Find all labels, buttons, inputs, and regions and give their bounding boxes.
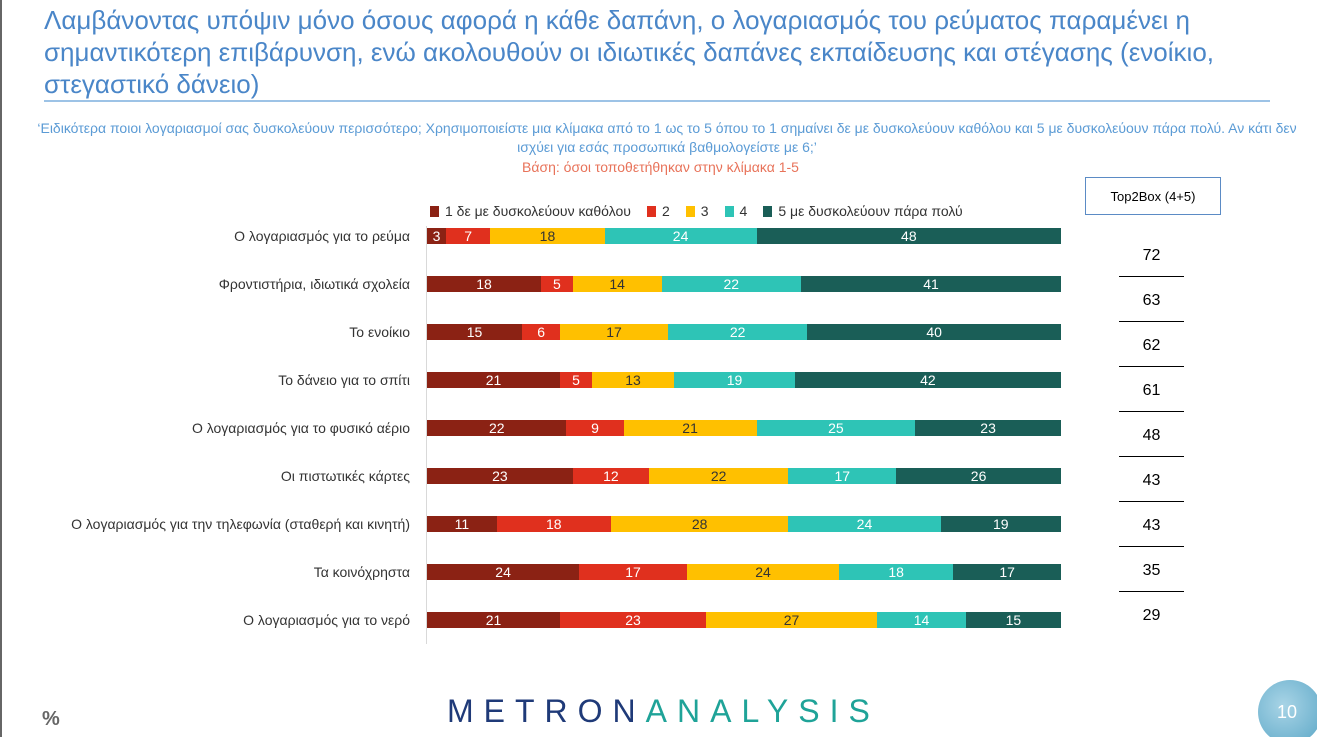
bar-segment: 22 — [427, 420, 567, 436]
page-number: 10 — [1258, 680, 1317, 737]
legend-swatch — [724, 205, 734, 217]
bar-segment: 23 — [915, 420, 1061, 436]
top2box-divider — [1119, 546, 1184, 547]
bar-segment: 17 — [560, 324, 668, 340]
top2box-divider — [1119, 501, 1184, 502]
bar-segment: 22 — [667, 324, 808, 340]
top2box-divider — [1119, 456, 1184, 457]
top2box-divider — [1119, 591, 1184, 592]
legend-item: 3 — [685, 203, 709, 219]
bar-segment: 26 — [896, 468, 1061, 484]
top2box-divider — [1119, 366, 1184, 367]
bar-segment: 11 — [427, 516, 497, 532]
bar-segment: 27 — [705, 612, 878, 628]
bar-segment: 24 — [788, 516, 941, 532]
bar-segment: 7 — [446, 228, 491, 244]
bar-segment: 18 — [839, 564, 954, 580]
bar-segment: 15 — [427, 324, 523, 340]
bar-segment: 13 — [591, 372, 675, 388]
base-note: Βάση: όσοι τοποθετήθηκαν στην κλίμακα 1-… — [522, 159, 799, 175]
category-label: Ο λογαριασμός για την τηλεφωνία (σταθερή… — [71, 516, 410, 532]
legend-label: 1 δε με δυσκολεύουν καθόλου — [445, 203, 631, 219]
legend-swatch — [763, 205, 773, 217]
legend-label: 5 με δυσκολεύουν πάρα πολύ — [778, 203, 963, 219]
category-label: Το ενοίκιο — [349, 324, 410, 340]
bar-segment: 17 — [579, 564, 687, 580]
legend-label: 2 — [661, 203, 670, 219]
bar-segment: 21 — [623, 420, 757, 436]
title-divider — [44, 100, 1270, 102]
bar-segment: 5 — [541, 276, 573, 292]
legend-item: 4 — [724, 203, 748, 219]
bar-segment: 5 — [560, 372, 592, 388]
legend-label: 4 — [739, 203, 748, 219]
bar-segment: 40 — [807, 324, 1061, 340]
top2box-value: 43 — [1142, 472, 1161, 489]
top2box-header: Top2Box (4+5) — [1085, 177, 1221, 215]
category-label: Ο λογαριασμός για το φυσικό αέριο — [191, 420, 410, 436]
top2box-divider — [1119, 411, 1184, 412]
bar-segment: 24 — [686, 564, 840, 580]
bar-segment: 18 — [490, 228, 605, 244]
category-label: Οι πιστωτικές κάρτες — [280, 468, 410, 484]
chart-legend: 1 δε με δυσκολεύουν καθόλου 2 3 4 5 με δυσκο… — [430, 203, 963, 219]
category-label: Το δάνειο για το σπίτι — [278, 372, 410, 388]
bar-segment: 17 — [788, 468, 897, 484]
bar-segment: 24 — [604, 228, 757, 244]
top2box-value: 29 — [1142, 607, 1161, 624]
bar-segment: 12 — [572, 468, 649, 484]
bar-segment: 24 — [427, 564, 580, 580]
bar-segment: 19 — [674, 372, 795, 388]
category-label: Φροντιστήρια, ιδιωτικά σχολεία — [218, 276, 410, 292]
bar-segment: 28 — [610, 516, 789, 532]
bar-segment: 21 — [427, 372, 561, 388]
legend-item: 2 — [646, 203, 670, 219]
top2box-value: 35 — [1142, 562, 1161, 579]
bar-segment: 25 — [756, 420, 916, 436]
category-label: Τα κοινόχρηστα — [313, 564, 410, 580]
top2box-value: 43 — [1142, 517, 1161, 534]
bar-segment: 19 — [940, 516, 1061, 532]
legend-label: 3 — [700, 203, 709, 219]
bar-segment: 14 — [877, 612, 966, 628]
bar-segment: 14 — [572, 276, 662, 292]
bar-segment: 17 — [953, 564, 1061, 580]
bar-segment: 9 — [566, 420, 624, 436]
metron-analysis-logo: METRONANALYSIS — [447, 693, 880, 730]
bar-segment: 18 — [427, 276, 542, 292]
top2box-divider — [1119, 321, 1184, 322]
survey-question: ‘Ειδικότερα ποιοι λογαριασμοί σας δυσκολ… — [37, 120, 1297, 155]
logo-part2: ANALYSIS — [645, 693, 880, 729]
bar-segment: 42 — [794, 372, 1061, 388]
legend-item: 5 με δυσκολεύουν πάρα πολύ — [763, 203, 963, 219]
top2box-value: 61 — [1142, 382, 1161, 399]
top2box-value: 63 — [1142, 292, 1161, 309]
bar-segment: 48 — [756, 228, 1061, 244]
bar-segment: 23 — [560, 612, 706, 628]
legend-item: 1 δε με δυσκολεύουν καθόλου — [430, 203, 631, 219]
bar-segment: 23 — [427, 468, 573, 484]
bar-segment: 3 — [427, 228, 447, 244]
top2box-divider — [1119, 276, 1184, 277]
top2box-value: 72 — [1142, 247, 1161, 264]
category-axis — [426, 226, 427, 644]
bar-segment: 15 — [965, 612, 1061, 628]
legend-swatch — [430, 205, 439, 217]
top2box-value: 48 — [1142, 427, 1161, 444]
percent-icon: % — [42, 708, 60, 730]
bar-segment: 18 — [496, 516, 611, 532]
bar-segment: 22 — [661, 276, 802, 292]
slide-title: Λαμβάνοντας υπόψιν μόνο όσους αφορά η κά… — [44, 5, 1214, 99]
bar-segment: 6 — [522, 324, 561, 340]
bar-segment: 21 — [427, 612, 561, 628]
category-label: Ο λογαριασμός για το ρεύμα — [234, 228, 410, 244]
legend-swatch — [646, 205, 656, 217]
logo-part1: METRON — [447, 693, 646, 729]
legend-swatch — [685, 205, 695, 217]
bar-segment: 22 — [648, 468, 789, 484]
top2box-value: 62 — [1142, 337, 1161, 354]
bar-segment: 41 — [801, 276, 1061, 292]
category-label: Ο λογαριασμός για το νερό — [243, 612, 410, 628]
